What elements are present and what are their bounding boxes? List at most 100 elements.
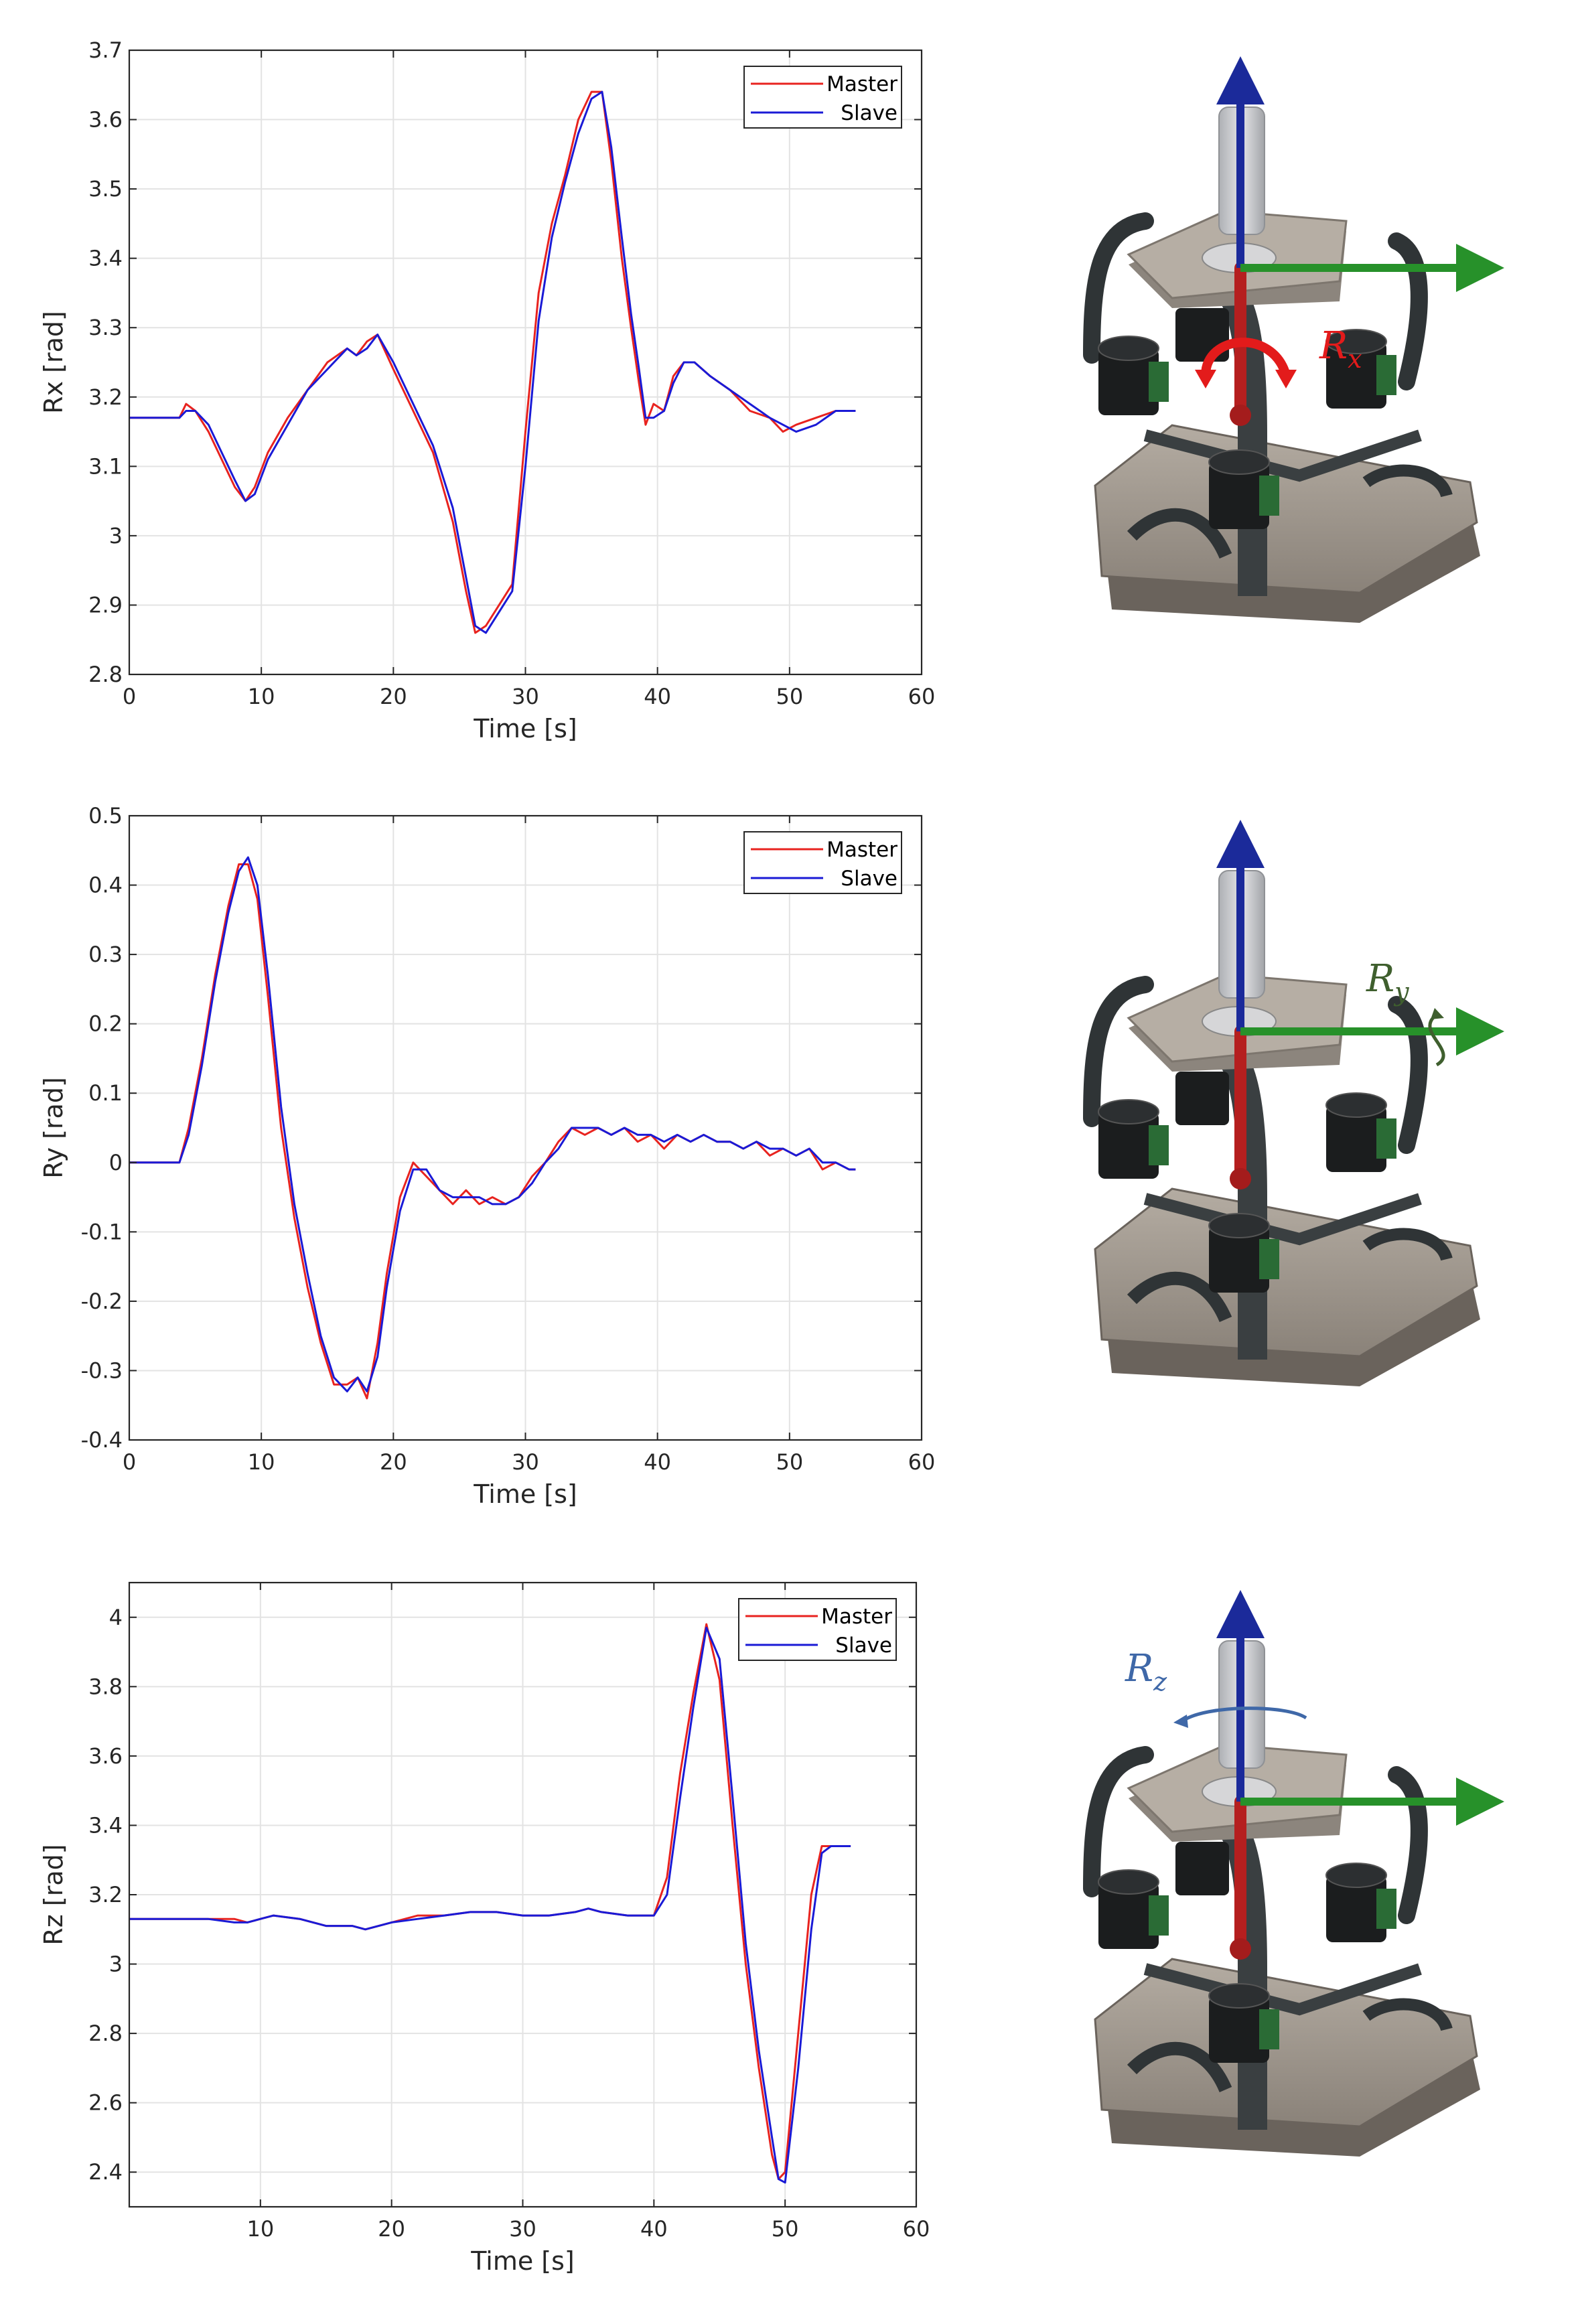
rotation-arrow-head-right <box>1275 370 1297 388</box>
motor-board <box>1259 2009 1279 2049</box>
x-tick-label: 40 <box>640 2216 668 2242</box>
y-tick-label: 3.6 <box>88 1743 123 1769</box>
x-tick-label: 20 <box>378 2216 405 2242</box>
rotation-arrow-ry <box>1428 1013 1445 1067</box>
y-tick-label: 0.1 <box>88 1080 123 1106</box>
motor-board <box>1149 1895 1169 1936</box>
legend-label-slave: Slave <box>835 1633 892 1658</box>
upper-motor <box>1175 1842 1229 1895</box>
legend: Master Slave <box>743 831 902 894</box>
y-axis-label: Rx [rad] <box>39 311 68 414</box>
x-tick-label: 60 <box>908 1449 936 1475</box>
motor-board <box>1376 1118 1396 1159</box>
motor-cap <box>1325 1863 1387 1888</box>
right-arm <box>1388 232 1428 390</box>
y-axis-label: Rz [rad] <box>39 1844 68 1945</box>
x-tick-label: 20 <box>380 1449 407 1475</box>
y-tick-label: 4 <box>109 1605 123 1630</box>
base-bracket-left <box>1127 2041 1232 2093</box>
base-plate <box>1094 1958 1478 2128</box>
right-arm <box>1388 996 1428 1154</box>
y-tick-label: -0.1 <box>81 1219 123 1244</box>
red-axis-joint <box>1230 1168 1251 1189</box>
x-tick-label: 30 <box>512 1449 539 1475</box>
rotation-arrow-head <box>1431 1008 1444 1019</box>
y-tick-label: 3 <box>109 1952 123 1977</box>
red-axis-joint <box>1230 1938 1251 1960</box>
rotation-label: Rz <box>1125 1647 1167 1696</box>
base-bracket-right <box>1362 1998 1453 2032</box>
lower-frame <box>1143 1963 1422 2016</box>
y-tick-label: 3 <box>109 523 123 549</box>
motor-body <box>1098 1112 1159 1179</box>
series-line-slave <box>129 856 856 1392</box>
x-tick-label: 10 <box>248 684 275 709</box>
y-tick-label: 0 <box>109 1150 123 1175</box>
y-tick-label: 3.1 <box>88 453 123 479</box>
y-tick-label: 2.9 <box>88 592 123 618</box>
motor-board <box>1149 1125 1169 1165</box>
y-tick-label: 0.4 <box>88 873 123 898</box>
series-line-slave <box>129 90 856 634</box>
y-tick-label: -0.2 <box>81 1289 123 1314</box>
x-tick-label: 50 <box>776 684 803 709</box>
y-tick-label: 2.4 <box>88 2159 123 2185</box>
legend-label-master: Master <box>826 838 897 862</box>
x-tick-label: 10 <box>248 1449 275 1475</box>
legend-label-master: Master <box>826 72 897 96</box>
series-line-slave <box>129 1626 851 2184</box>
rotation-label: Ry <box>1366 957 1409 1007</box>
y-tick-label: 3.2 <box>88 1882 123 1907</box>
rz-chart: 10 20 30 40 50 60 2.4 2.6 2.8 3 3.2 3.4 3.6 3.8 4 Time … <box>39 1581 930 2276</box>
base-bracket-left <box>1127 508 1232 559</box>
x-axis-label: Time [s] <box>470 2246 575 2276</box>
rotation-arrow-rz <box>1181 1706 1307 1723</box>
y-tick-label: 3.2 <box>88 384 123 410</box>
robot-illustration-rz: Rz <box>1083 1590 1504 2157</box>
base-plate <box>1094 424 1478 594</box>
y-tick-label: 2.8 <box>88 662 123 687</box>
x-tick-label: 50 <box>776 1449 803 1475</box>
motor-body <box>1209 462 1269 529</box>
x-tick-label: 40 <box>644 684 671 709</box>
motor-board <box>1376 355 1396 395</box>
motor-cap <box>1098 336 1159 361</box>
lower-frame <box>1143 429 1422 482</box>
rotation-arrow-head-left <box>1195 370 1216 388</box>
y-tick-label: 3.4 <box>88 1812 123 1838</box>
motor-board <box>1259 476 1279 516</box>
y-tick-label: 3.5 <box>88 176 123 202</box>
y-tick-label: 3.4 <box>88 246 123 271</box>
motor-board <box>1376 1889 1396 1929</box>
x-tick-label: 0 <box>123 1449 136 1475</box>
y-tick-label: 0.2 <box>88 1011 123 1037</box>
y-tick-label: -0.4 <box>81 1427 123 1453</box>
robot-illustration-ry: Ry <box>1083 820 1504 1386</box>
y-axis-label: Ry [rad] <box>39 1077 68 1179</box>
y-tick-label: 3.8 <box>88 1674 123 1699</box>
x-tick-label: 60 <box>903 2216 930 2242</box>
motor-body <box>1098 348 1159 415</box>
right-arm <box>1388 1766 1428 1924</box>
red-axis-joint <box>1230 405 1251 426</box>
motor-body <box>1209 1996 1269 2063</box>
y-tick-label: -0.3 <box>81 1358 123 1383</box>
x-axis-label: Time [s] <box>473 714 577 743</box>
base-bracket-right <box>1362 1228 1453 1262</box>
motor-body <box>1209 1226 1269 1293</box>
x-tick-label: 0 <box>123 684 136 709</box>
y-tick-label: 3.3 <box>88 315 123 340</box>
base-bracket-left <box>1127 1271 1232 1323</box>
motor-cap <box>1325 329 1387 354</box>
motor-cap <box>1098 1099 1159 1124</box>
motor-cap <box>1208 1213 1270 1238</box>
motor-body <box>1326 342 1386 409</box>
motor-cap <box>1325 1092 1387 1118</box>
left-arm <box>1083 1746 1154 1897</box>
legend-label-slave: Slave <box>841 101 897 125</box>
rotation-label: Rx <box>1319 324 1362 374</box>
x-tick-label: 30 <box>509 2216 536 2242</box>
upper-motor <box>1175 1072 1229 1125</box>
motor-body <box>1326 1875 1386 1942</box>
